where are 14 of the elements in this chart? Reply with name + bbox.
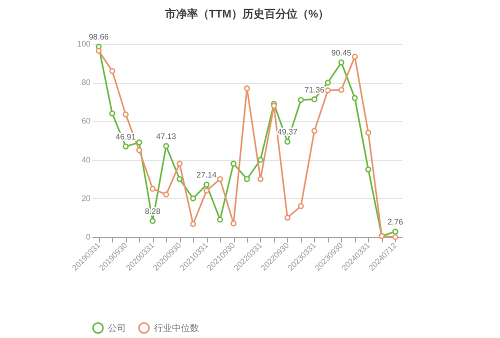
data-label: 90.45 [331, 48, 352, 58]
data-label: 27.14 [196, 170, 218, 180]
legend-label: 行业中位数 [154, 323, 199, 333]
data-label: 98.66 [88, 32, 110, 42]
chart-title: 市净率（TTM）历史百分位（%） [164, 8, 330, 21]
legend-label: 公司 [108, 323, 126, 333]
y-tick-label: 20 [82, 194, 92, 203]
y-tick-label: 80 [82, 78, 92, 88]
data-label: 47.13 [156, 132, 177, 142]
y-tick-label: 60 [82, 116, 92, 126]
y-tick-label: 0 [86, 232, 92, 242]
y-tick-label: 40 [82, 155, 92, 164]
y-tick-label: 100 [77, 40, 92, 48]
data-label: 2.76 [387, 218, 404, 227]
